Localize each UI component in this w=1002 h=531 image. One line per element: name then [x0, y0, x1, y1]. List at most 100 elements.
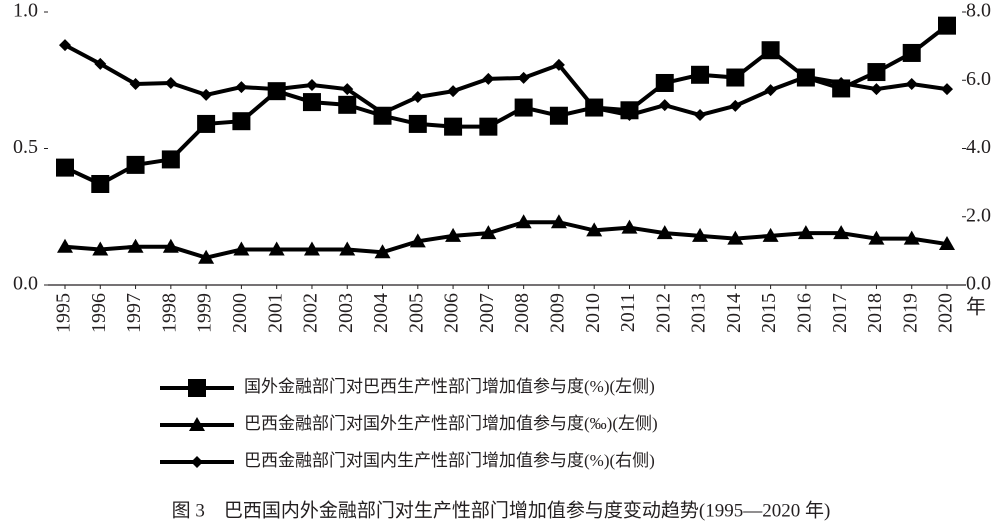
x-tick-label: 1998	[158, 293, 180, 333]
marker	[726, 68, 745, 87]
marker	[868, 230, 885, 245]
y2-tick-label: 8.0	[966, 0, 991, 22]
x-tick-label: 2011	[617, 293, 639, 332]
legend-item: 巴西金融部门对国外生产性部门增加值参与度(‰)(左侧)	[160, 414, 658, 433]
x-tick-label: 1997	[123, 293, 145, 333]
marker	[835, 76, 848, 89]
marker	[188, 379, 206, 397]
x-tick-label: 2019	[899, 293, 921, 333]
marker	[517, 71, 530, 84]
legend-label: 巴西金融部门对国内生产性部门增加值参与度(%)(右侧)	[244, 451, 655, 470]
marker	[444, 117, 463, 136]
y2-tick-label: 4.0	[966, 136, 991, 158]
marker	[91, 174, 110, 193]
x-tick-label: 2017	[829, 293, 851, 333]
marker	[235, 81, 248, 94]
legend-label: 国外金融部门对巴西生产性部门增加值参与度(%)(左侧)	[244, 377, 655, 396]
series-line	[64, 43, 948, 118]
marker	[797, 225, 814, 240]
x-tick-label: 2000	[229, 293, 251, 333]
marker	[655, 73, 674, 92]
marker	[833, 225, 850, 240]
marker	[552, 58, 565, 71]
marker	[408, 114, 427, 133]
legend-label: 巴西金融部门对国外生产性部门增加值参与度(‰)(左侧)	[244, 414, 658, 433]
marker	[623, 109, 636, 122]
marker	[162, 238, 179, 253]
marker	[867, 63, 886, 82]
x-tick-label: 2012	[652, 293, 674, 333]
marker	[233, 241, 250, 256]
marker	[656, 225, 673, 240]
x-tick-label: 2005	[405, 293, 427, 333]
marker	[302, 93, 321, 112]
x-tick-label: 1999	[194, 293, 216, 333]
y-tick-label: 0.0	[13, 273, 38, 295]
x-tick-label: 2006	[441, 293, 463, 333]
marker	[727, 230, 744, 245]
marker	[480, 225, 497, 240]
marker	[691, 65, 710, 84]
marker	[902, 43, 921, 62]
marker	[938, 16, 956, 35]
series-line	[64, 220, 948, 260]
x-tick-label: 2015	[758, 293, 780, 333]
marker	[376, 107, 389, 120]
marker	[445, 227, 462, 242]
marker	[799, 70, 812, 83]
chart-title: 图 3 巴西国内外金融部门对生产性部门增加值参与度变动趋势(1995—2020 …	[172, 499, 831, 521]
y2-tick-label: 0.0	[966, 273, 991, 295]
marker	[515, 214, 532, 229]
marker	[479, 117, 498, 136]
marker	[550, 214, 567, 229]
series-line	[64, 24, 949, 187]
x-tick-label: 1996	[88, 293, 110, 333]
x-tick-label: 2004	[370, 293, 392, 333]
y-tick-label: 1.0	[13, 0, 38, 22]
marker	[189, 417, 205, 431]
x-tick-label: 2008	[511, 293, 533, 333]
legend-item: 国外金融部门对巴西生产性部门增加值参与度(%)(左侧)	[160, 377, 655, 397]
marker	[161, 150, 180, 169]
x-tick-label: 2007	[476, 293, 498, 333]
x-tick-label: 2002	[300, 293, 322, 333]
marker	[129, 78, 142, 91]
marker	[127, 238, 144, 253]
marker	[939, 236, 955, 251]
marker	[514, 98, 533, 117]
marker	[232, 112, 251, 131]
x-axis-label: 年	[966, 296, 986, 319]
marker	[658, 99, 671, 112]
marker	[482, 72, 495, 85]
x-tick-label: 2010	[582, 293, 604, 333]
legend-item: 巴西金融部门对国内生产性部门增加值参与度(%)(右侧)	[160, 451, 655, 470]
marker	[903, 230, 920, 245]
x-tick-label: 2009	[547, 293, 569, 333]
y-tick-label: 0.5	[13, 136, 38, 158]
marker	[303, 241, 320, 256]
marker	[729, 99, 742, 112]
marker	[94, 57, 107, 70]
marker	[762, 227, 779, 242]
marker	[549, 106, 568, 125]
marker	[694, 109, 707, 122]
marker	[411, 90, 424, 103]
marker	[59, 39, 71, 52]
x-tick-label: 2016	[793, 293, 815, 333]
marker	[374, 244, 391, 259]
marker	[341, 83, 354, 96]
marker	[621, 219, 638, 234]
x-tick-label: 2014	[723, 293, 745, 333]
marker	[270, 83, 283, 96]
y2-tick-label: 6.0	[966, 68, 991, 90]
marker	[941, 83, 953, 96]
marker	[409, 233, 426, 248]
marker	[339, 241, 356, 256]
marker	[268, 241, 285, 256]
marker	[126, 155, 145, 174]
marker	[305, 79, 318, 92]
x-tick-label: 2018	[864, 293, 886, 333]
x-tick-label: 2013	[688, 293, 710, 333]
marker	[447, 85, 460, 98]
